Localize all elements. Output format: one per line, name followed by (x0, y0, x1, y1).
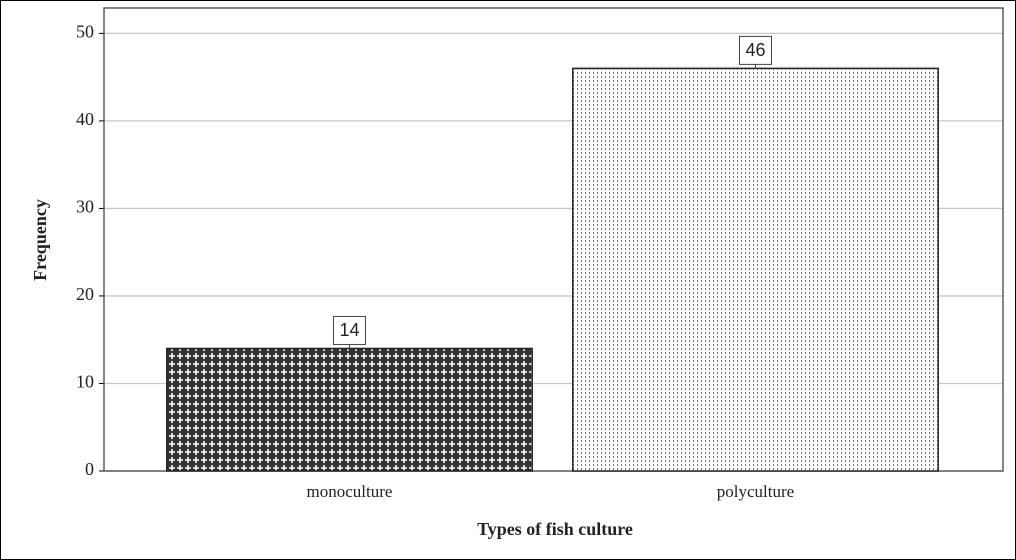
plot-area (103, 7, 1004, 472)
data-label: 14 (339, 320, 359, 340)
data-label-box (739, 35, 772, 65)
y-tick-label: 40 (76, 109, 94, 129)
y-tick-label: 10 (76, 372, 94, 392)
x-tick-label: monoculture (307, 482, 393, 501)
y-axis-title: Frequency (30, 199, 50, 281)
y-tick-label: 50 (76, 22, 94, 42)
bar (572, 67, 939, 472)
bar (166, 347, 533, 472)
y-tick-label: 30 (76, 197, 94, 217)
x-axis-title: Types of fish culture (477, 519, 633, 539)
x-tick-label: polyculture (717, 482, 794, 501)
data-label: 46 (745, 40, 765, 60)
y-tick-label: 0 (85, 459, 94, 479)
y-tick-label: 20 (76, 284, 94, 304)
